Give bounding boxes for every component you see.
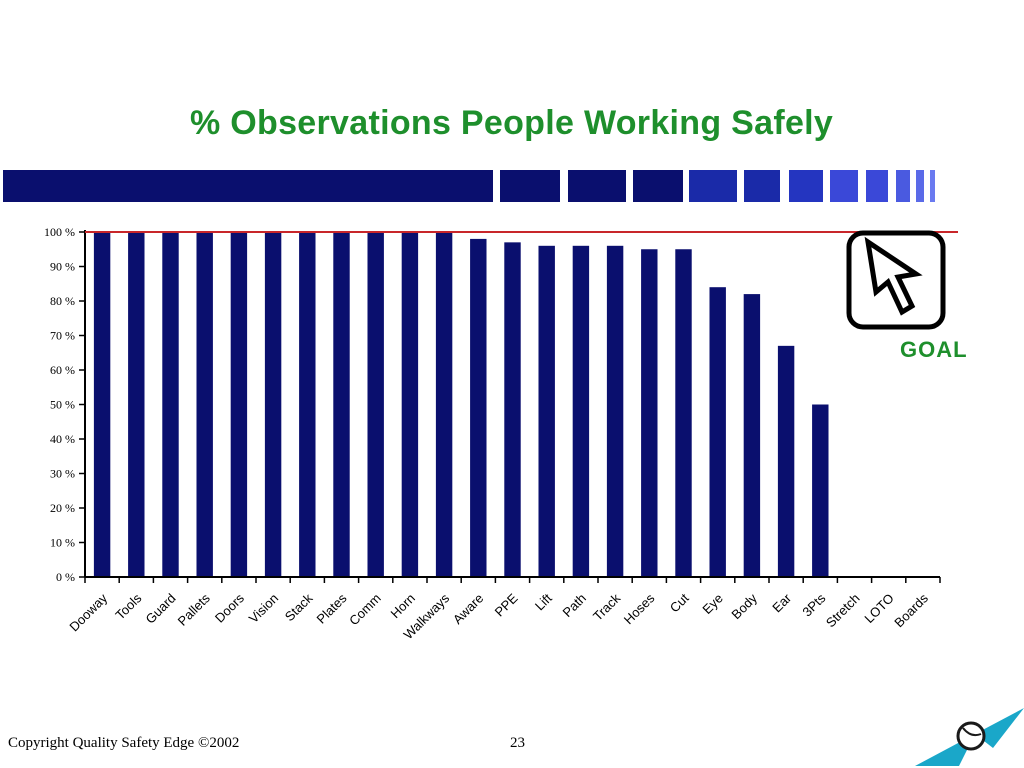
bar-horn [401, 232, 419, 577]
deco-segment [568, 170, 626, 202]
bar-hoses [641, 249, 658, 577]
bar-lift [538, 245, 555, 578]
x-tick-label: PPE [492, 590, 521, 619]
bar-pallets [196, 232, 213, 577]
bar-walkways [435, 232, 453, 577]
y-tick-label: 60 % [50, 363, 75, 377]
x-tick-label: Dooway [66, 590, 110, 634]
bar-stack [299, 232, 316, 577]
y-tick-label: 100 % [44, 225, 75, 239]
y-tick-label: 40 % [50, 432, 75, 446]
bar-cut [675, 249, 692, 577]
bar-comm [367, 232, 384, 577]
bar-path [572, 245, 590, 578]
bar-chart: 0 % 10 % 20 % 30 % 40 % 50 % 60 % 70 % 80 % 90 % 1… [44, 225, 958, 642]
x-tick-label: Lift [532, 590, 555, 613]
bar-ppe [504, 242, 521, 577]
footer-copyright: Copyright Quality Safety Edge ©2002 [8, 735, 240, 751]
x-tick-label: Doors [212, 590, 247, 625]
deco-segment [830, 170, 858, 202]
bar-guard [162, 232, 179, 577]
deco-segment [789, 170, 823, 202]
x-tick-label: Hoses [621, 590, 658, 627]
bar-tools [128, 232, 145, 577]
bar-aware [470, 238, 487, 577]
page-number: 23 [510, 735, 525, 751]
bar-vision [264, 232, 282, 577]
bar-track [606, 245, 624, 578]
bar-eye [709, 287, 726, 577]
x-tick-label: Horn [387, 591, 418, 622]
chart-title: % Observations People Working Safely [190, 104, 834, 142]
deco-segment [866, 170, 888, 202]
x-tick-label: Path [559, 591, 589, 621]
deco-segment [916, 170, 924, 202]
decorative-header-bar [3, 170, 935, 202]
bars [93, 232, 829, 578]
y-tick-label: 70 % [50, 329, 75, 343]
x-tick-label: Eye [699, 591, 725, 617]
bar-ear [777, 345, 795, 577]
x-tick-label: Vision [246, 591, 281, 626]
x-tick-label: Plates [313, 590, 350, 627]
x-tick-label: Cut [667, 590, 692, 615]
x-tick-label: Guard [142, 591, 178, 627]
y-tick-label: 10 % [50, 536, 75, 550]
deco-segment [744, 170, 780, 202]
cursor-arrow-icon [846, 230, 946, 330]
deco-segment [633, 170, 683, 202]
y-tick-label: 50 % [50, 398, 75, 412]
deco-segment [896, 170, 910, 202]
x-tick-label: 3Pts [799, 590, 828, 619]
x-tick-label: Boards [891, 590, 931, 630]
deco-segment [930, 170, 935, 202]
x-tick-label: Pallets [175, 590, 214, 629]
y-tick-label: 20 % [50, 501, 75, 515]
x-tick-label: Track [590, 590, 624, 624]
y-tick-label: 30 % [50, 467, 75, 481]
x-tick-label: Aware [450, 591, 487, 628]
y-tick-label: 90 % [50, 260, 75, 274]
bar-3pts [812, 404, 829, 577]
y-tick-label: 0 % [56, 570, 75, 584]
x-tick-label: Tools [112, 590, 144, 622]
bar-dooway [93, 232, 111, 577]
goal-label: GOAL [900, 337, 968, 362]
y-tick-label: 80 % [50, 294, 75, 308]
bar-body [743, 294, 761, 577]
y-axis: 0 % 10 % 20 % 30 % 40 % 50 % 60 % 70 % 80 % 90 % 1… [44, 225, 86, 584]
deco-segment [689, 170, 737, 202]
corner-logo-icon [915, 708, 1024, 766]
bar-doors [230, 232, 248, 577]
x-tick-label: Ear [769, 590, 794, 615]
x-tick-label: Stretch [823, 591, 863, 631]
x-tick-label: Comm [346, 591, 384, 629]
x-tick-label: Stack [282, 590, 316, 624]
deco-segment [500, 170, 560, 202]
bar-plates [333, 232, 350, 577]
deco-segment [3, 170, 493, 202]
x-tick-label: Body [728, 590, 760, 622]
